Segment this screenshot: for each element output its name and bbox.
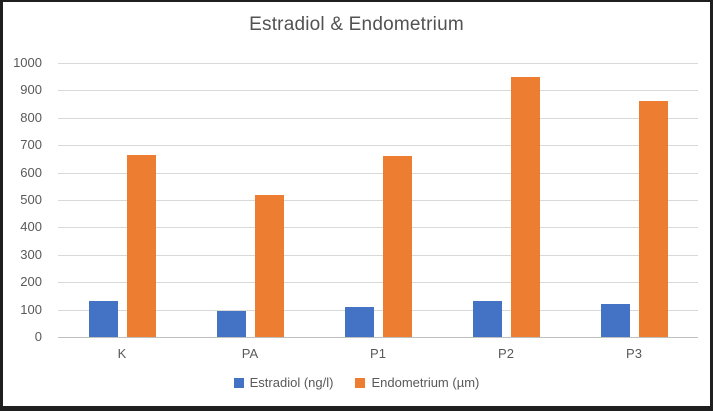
legend-label: Endometrium (µm): [371, 375, 480, 390]
gridline-300: [58, 254, 698, 256]
gridline-400: [58, 227, 698, 229]
gridline-500: [58, 200, 698, 201]
legend-swatch-icon: [355, 377, 366, 388]
y-tick-label-500: 500: [20, 192, 42, 207]
legend-swatch-icon: [233, 377, 244, 388]
bar-endometrium-pa: [254, 194, 284, 337]
chart-title: Estradiol & Endometrium: [249, 14, 464, 35]
category-group-p2: [442, 63, 570, 337]
y-axis-labels: 0 100 200 300 400 500 600 700 800 900 1000: [3, 55, 50, 344]
y-tick-label-0: 0: [34, 329, 42, 344]
y-tick-label-100: 100: [20, 301, 42, 317]
category-group-p3: [570, 63, 698, 337]
legend-entry-endometrium: Endometrium (µm): [355, 375, 479, 390]
y-tick-label-800: 800: [20, 109, 42, 125]
legend-label: Estradiol (ng/l): [249, 375, 334, 390]
bar-estradiol-k: [88, 301, 118, 337]
gridline-200: [58, 282, 698, 284]
bar-estradiol-p1: [344, 306, 374, 337]
gridline-700: [58, 145, 698, 147]
x-axis-labels: K PA P1 P2 P3: [58, 346, 698, 361]
y-tick-label-600: 600: [20, 164, 42, 180]
legend: Estradiol (ng/l) Endometrium (µm): [3, 375, 710, 390]
x-tick-label-pa: PA: [241, 346, 259, 361]
y-tick-label-300: 300: [20, 246, 42, 262]
gridline-800: [58, 117, 698, 119]
x-tick-label-k: K: [117, 346, 127, 361]
gridline-100: [58, 309, 698, 311]
y-tick-label-700: 700: [20, 137, 42, 153]
bar-endometrium-k: [126, 154, 156, 337]
category-group-k: [58, 63, 186, 337]
bar-groups: [58, 63, 698, 337]
bar-estradiol-pa: [216, 310, 246, 337]
bar-endometrium-p2: [510, 76, 540, 337]
bar-endometrium-p3: [638, 101, 668, 337]
y-tick-label-1000: 1000: [13, 55, 42, 70]
gridline-0: [58, 337, 698, 338]
gridline-600: [58, 172, 698, 174]
y-tick-label-400: 400: [20, 219, 42, 235]
gridline-900: [58, 90, 698, 92]
y-tick-label-200: 200: [20, 274, 42, 290]
bar-estradiol-p2: [472, 301, 502, 337]
x-tick-label-p3: P3: [626, 346, 642, 361]
x-tick-label-p2: P2: [498, 346, 514, 361]
plot-area: [58, 63, 698, 338]
legend-entry-estradiol: Estradiol (ng/l): [233, 375, 334, 390]
bar-estradiol-p3: [600, 304, 630, 337]
y-tick-label-900: 900: [20, 82, 42, 98]
category-group-pa: [186, 63, 314, 337]
bar-endometrium-p1: [382, 156, 412, 337]
gridline-1000: [58, 63, 698, 64]
x-tick-label-p1: P1: [370, 346, 386, 361]
category-group-p1: [314, 63, 442, 337]
